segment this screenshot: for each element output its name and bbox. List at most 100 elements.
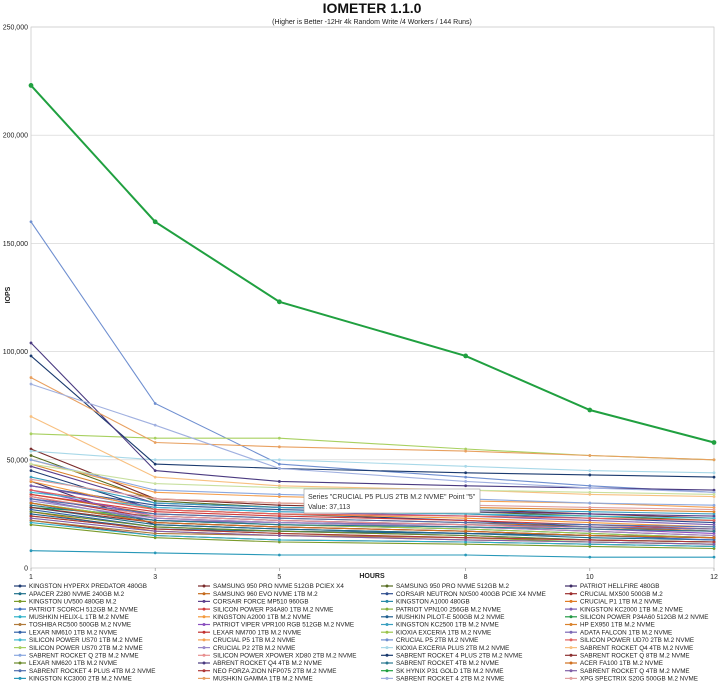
series-32 <box>29 488 716 522</box>
data-point <box>153 531 157 535</box>
legend-marker <box>385 584 389 588</box>
data-point <box>277 527 281 531</box>
data-point <box>712 506 716 509</box>
legend-label: KIOXIA EXCERIA PLUS 2TB M.2 NVME <box>396 645 509 652</box>
legend-marker <box>569 584 573 588</box>
tooltip-line-2: Value: 37,113 <box>308 504 350 511</box>
legend-item: KINGSTON A2000 1TB M.2 NVME <box>198 614 311 621</box>
data-point <box>712 490 716 494</box>
legend-label: TOSHIBA RC500 500GB M.2 NVME <box>29 622 131 629</box>
data-point <box>588 536 592 540</box>
data-point <box>588 501 592 505</box>
data-point <box>712 518 716 522</box>
legend-label: KINGSTON KC2000 1TB M.2 NVME <box>580 606 683 613</box>
data-point <box>153 525 157 529</box>
legend-marker <box>18 623 22 626</box>
legend-label: SABRENT ROCKET Q 2TB M.2 NVME <box>29 653 139 660</box>
data-point <box>588 486 592 490</box>
data-point <box>712 536 716 540</box>
legend-label: KINGSTON UV500 480GB M.2 <box>29 599 117 606</box>
y-tick-label: 0 <box>24 566 28 573</box>
legend-label: ACER FA100 1TB M.2 NVME <box>580 660 663 667</box>
legend-label: SILICON POWER US70 2TB M.2 NVME <box>29 645 143 652</box>
data-point <box>153 501 157 505</box>
legend-label: SK HYNIX P31 GOLD 1TB M.2 NVME <box>396 668 503 675</box>
legend-marker <box>385 615 389 619</box>
data-point <box>29 464 33 468</box>
data-point <box>29 449 33 453</box>
data-point <box>153 499 157 503</box>
legend-marker <box>18 646 22 650</box>
legend-marker <box>18 676 22 680</box>
data-point <box>153 527 157 531</box>
data-point <box>277 512 281 516</box>
chart-subtitle: (Higher is Better -12Hr 4k Random Write … <box>272 19 472 26</box>
legend-item: ACER FA100 1TB M.2 NVME <box>565 660 663 667</box>
legend-label: LEXAR NM620 1TB M.2 NVME <box>29 660 117 667</box>
legend-marker <box>569 661 573 665</box>
data-point <box>588 542 592 546</box>
data-point <box>277 436 281 440</box>
legend-item: SABRENT ROCKET 4 PLUS 4TB M.2 NVME <box>14 668 155 675</box>
legend-label: CORSAIR FORCE MP510 960GB <box>213 599 309 606</box>
data-point <box>712 542 716 546</box>
data-point <box>153 490 157 494</box>
legend-label: PATRIOT SCORCH 512GB M.2 NVME <box>29 606 138 613</box>
data-point <box>153 503 157 507</box>
legend-item: CORSAIR NEUTRON NX500 400GB PCIE X4 NVME <box>381 591 546 598</box>
data-point <box>277 506 281 509</box>
data-point <box>29 523 33 527</box>
data-point <box>588 534 592 537</box>
legend-label: XPG SPECTRIX S20G 500GB M.2 NVME <box>580 676 698 681</box>
legend-marker <box>18 584 22 588</box>
data-point <box>464 475 468 479</box>
x-tick-label: 8 <box>464 574 468 581</box>
data-point <box>153 462 157 466</box>
data-point <box>277 540 281 544</box>
data-point <box>464 449 468 453</box>
data-point <box>29 516 33 520</box>
data-point <box>588 493 592 496</box>
data-point <box>152 219 158 225</box>
data-point <box>29 488 33 492</box>
legend-item: KINGSTON UV500 480GB M.2 <box>14 599 117 606</box>
tooltip-box <box>303 488 481 514</box>
data-point <box>29 521 33 524</box>
data-point <box>29 354 33 358</box>
data-point <box>464 542 468 546</box>
data-point <box>29 514 33 518</box>
legend-marker <box>385 599 389 603</box>
data-point <box>588 484 592 488</box>
y-tick-label: 150,000 <box>3 241 28 248</box>
data-point <box>277 521 281 524</box>
legend-marker <box>202 646 206 650</box>
legend-item: SABRENT ROCKET 4 PLUS 2TB M.2 NVME <box>381 653 522 660</box>
data-point <box>712 514 716 518</box>
legend-marker <box>18 607 22 611</box>
data-point <box>464 516 468 520</box>
plot-frame <box>30 26 715 569</box>
data-point <box>153 436 157 440</box>
series-line <box>30 522 715 547</box>
legend-item: CRUCIAL P2 2TB M.2 NVME <box>198 645 295 652</box>
legend-marker <box>569 607 573 611</box>
data-point <box>153 536 157 540</box>
series-line <box>30 489 715 521</box>
data-point <box>277 531 281 535</box>
data-point <box>29 458 33 462</box>
legend-marker <box>569 676 573 680</box>
data-point <box>464 540 468 544</box>
legend-label: CRUCIAL P2 2TB M.2 NVME <box>213 645 295 652</box>
data-point <box>29 518 33 522</box>
data-point <box>29 510 33 514</box>
legend-item: SABRENT ROCKET 4TB M.2 NVME <box>381 660 499 667</box>
data-point <box>153 516 157 520</box>
legend-item: KIOXIA EXCERIA PLUS 2TB M.2 NVME <box>381 645 509 652</box>
series-50 <box>29 376 716 462</box>
data-point <box>712 538 716 542</box>
legend-marker <box>569 592 573 596</box>
legend-label: HP EX950 1TB M.2 NVME <box>580 622 655 629</box>
legend-marker <box>202 623 206 626</box>
data-point <box>29 490 33 494</box>
data-point <box>464 525 468 529</box>
